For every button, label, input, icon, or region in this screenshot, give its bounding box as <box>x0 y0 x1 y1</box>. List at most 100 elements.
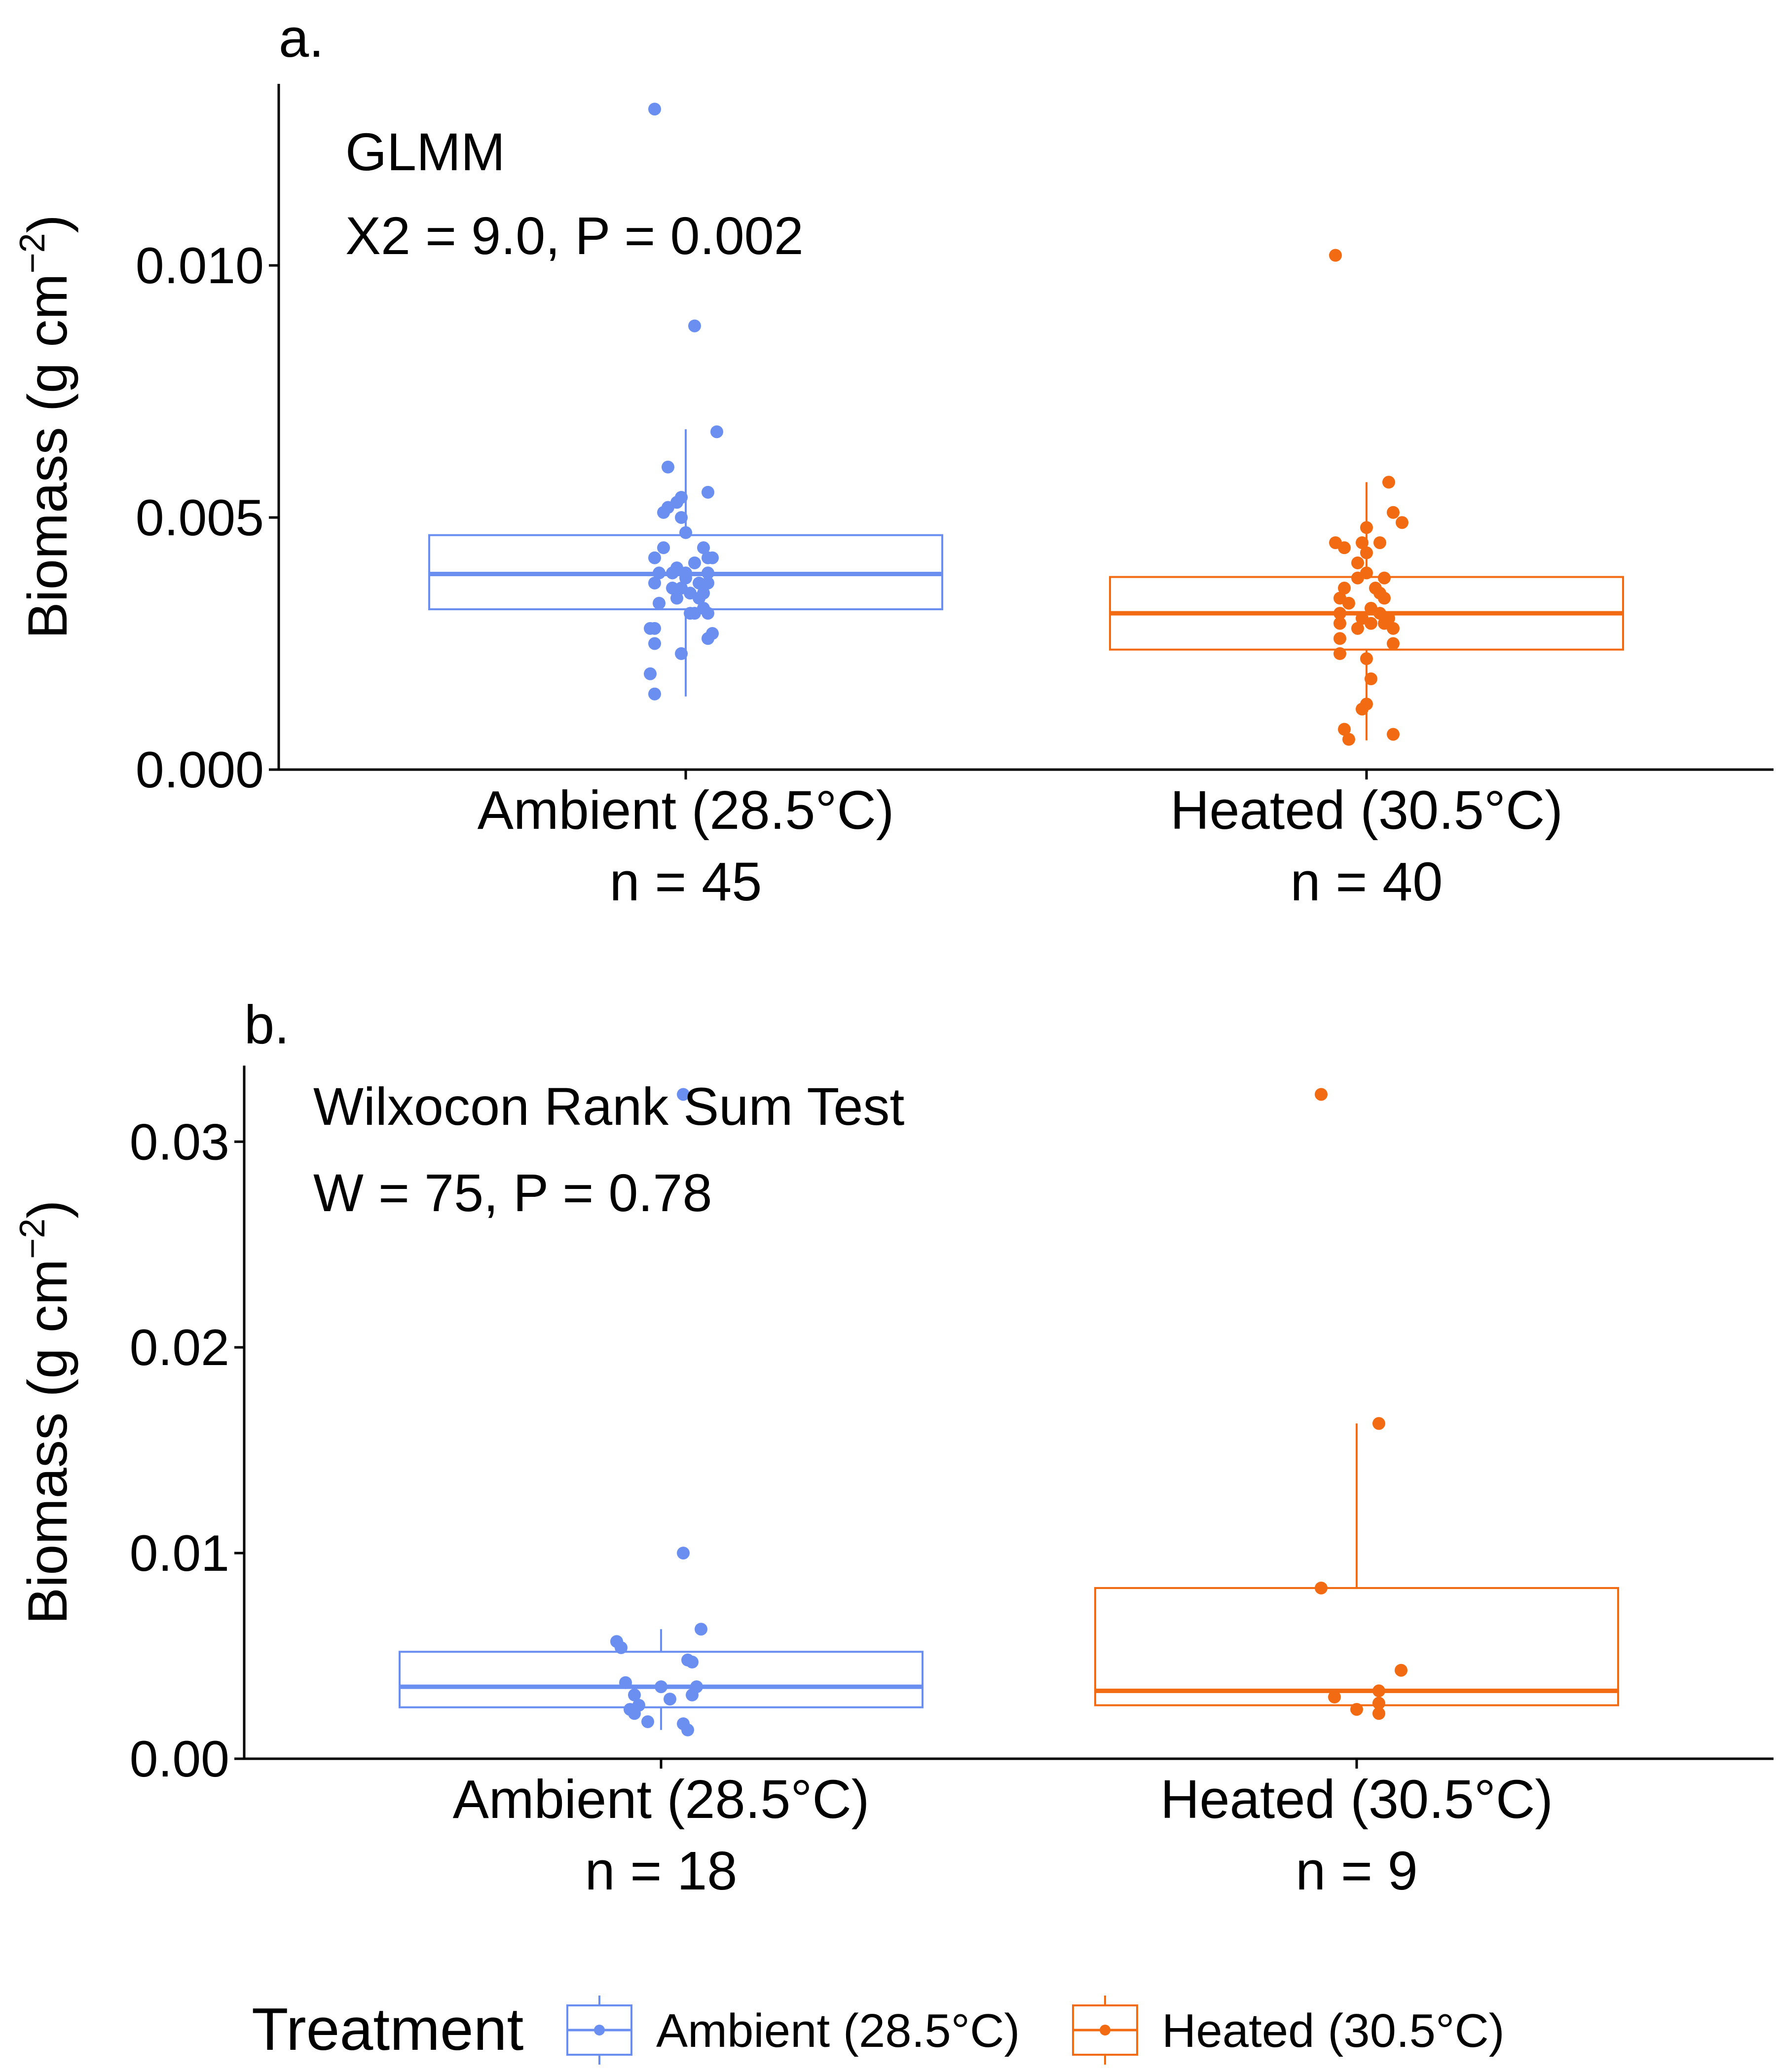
x-category-label: Ambient (28.5°C) <box>453 1769 870 1830</box>
test-name-annotation: GLMM <box>345 122 505 182</box>
data-point <box>697 541 710 555</box>
data-point <box>1338 541 1351 555</box>
data-point <box>681 1723 694 1737</box>
data-point <box>706 551 719 564</box>
legend-title: Treatment <box>252 1996 523 2063</box>
y-tick-label: 0.03 <box>130 1113 229 1171</box>
data-point <box>677 1088 690 1101</box>
data-point <box>702 566 714 580</box>
data-point <box>1315 1581 1328 1594</box>
data-point <box>653 596 666 610</box>
data-point <box>662 460 674 474</box>
data-point <box>686 1688 699 1702</box>
panel-label: a. <box>279 8 324 69</box>
panel-b: b. 0.00 0.01 0.02 0.03 Biomass (g cm−2) Ambien… <box>13 995 1774 1901</box>
box-heated <box>1094 1423 1619 1712</box>
data-point <box>1351 622 1364 635</box>
data-point <box>644 667 657 680</box>
points-ambient <box>610 1088 707 1737</box>
data-point <box>679 571 692 585</box>
data-point <box>688 319 701 333</box>
legend-point <box>1100 2025 1110 2035</box>
data-point <box>641 1715 654 1728</box>
data-point <box>657 506 670 519</box>
x-category-label: Ambient (28.5°C) <box>478 780 894 841</box>
data-point <box>1356 703 1369 716</box>
x-category-label: Heated (30.5°C) <box>1160 1769 1553 1830</box>
iqr-box <box>1094 1587 1619 1706</box>
data-point <box>670 592 683 605</box>
data-point <box>1351 556 1364 569</box>
data-point <box>1387 506 1400 519</box>
data-point <box>648 687 661 701</box>
y-axis-title: Biomass (g cm−2) <box>13 215 78 639</box>
data-point <box>1382 476 1395 489</box>
data-point <box>1333 632 1346 645</box>
data-point <box>677 1547 690 1560</box>
test-stat-annotation: X2 = 9.0, P = 0.002 <box>345 206 804 265</box>
data-point <box>710 425 723 439</box>
legend-label: Heated (30.5°C) <box>1162 2004 1505 2057</box>
data-point <box>615 1641 628 1654</box>
legend-point <box>594 2025 605 2035</box>
data-point <box>1360 521 1373 534</box>
points-ambient <box>644 103 723 701</box>
data-point <box>619 1676 632 1689</box>
data-point <box>648 103 661 116</box>
data-point <box>1350 1702 1363 1716</box>
data-point <box>1351 571 1364 585</box>
data-point <box>1342 596 1355 610</box>
legend: Treatment Ambient (28.5°C) Heated (30.5°C) <box>252 1996 1505 2065</box>
y-tick-label: 0.01 <box>130 1525 229 1582</box>
data-point <box>1372 1417 1385 1430</box>
data-point <box>648 551 661 564</box>
data-point <box>648 622 661 635</box>
data-point <box>1387 637 1400 650</box>
data-point <box>1338 582 1351 595</box>
data-point <box>1315 1088 1328 1101</box>
data-point <box>675 647 688 660</box>
data-point <box>1338 723 1351 736</box>
iqr-box <box>399 1651 924 1708</box>
data-point <box>1333 607 1346 620</box>
data-point <box>1360 652 1373 666</box>
test-name-annotation: Wilxocon Rank Sum Test <box>313 1076 904 1136</box>
legend-key-ambient <box>566 1996 632 2065</box>
data-point <box>1342 733 1355 746</box>
data-point <box>666 566 679 580</box>
data-point <box>693 592 705 605</box>
data-point <box>1373 536 1386 550</box>
data-point <box>1372 1707 1385 1720</box>
data-point <box>702 607 714 620</box>
data-point <box>1387 728 1400 741</box>
box-ambient <box>399 1629 924 1730</box>
data-point <box>657 541 670 555</box>
data-point <box>648 637 661 650</box>
x-category-n-label: n = 18 <box>585 1841 738 1901</box>
data-point <box>1378 571 1391 585</box>
data-point <box>702 632 714 645</box>
data-point <box>1378 592 1391 605</box>
x-category-n-label: n = 40 <box>1291 851 1443 912</box>
data-point <box>1360 546 1373 559</box>
y-tick-label: 0.010 <box>136 237 264 295</box>
x-category-label: Heated (30.5°C) <box>1170 780 1563 841</box>
legend-key-heated <box>1072 1996 1138 2065</box>
data-point <box>648 576 661 590</box>
points-heated <box>1315 1088 1407 1720</box>
data-point <box>653 566 666 580</box>
data-point <box>666 582 679 595</box>
data-point <box>1396 516 1408 529</box>
panel-a: a. 0.000 0.005 0.010 Biomass (g cm−2) Ambient… <box>13 8 1774 912</box>
data-point <box>688 556 701 569</box>
data-point <box>628 1707 641 1720</box>
data-point <box>679 526 692 539</box>
data-point <box>655 1680 667 1694</box>
data-point <box>1395 1664 1407 1677</box>
data-point <box>1372 1684 1385 1698</box>
data-point <box>702 576 714 590</box>
data-point <box>664 1693 676 1706</box>
test-stat-annotation: W = 75, P = 0.78 <box>313 1163 712 1222</box>
data-point <box>693 576 705 590</box>
